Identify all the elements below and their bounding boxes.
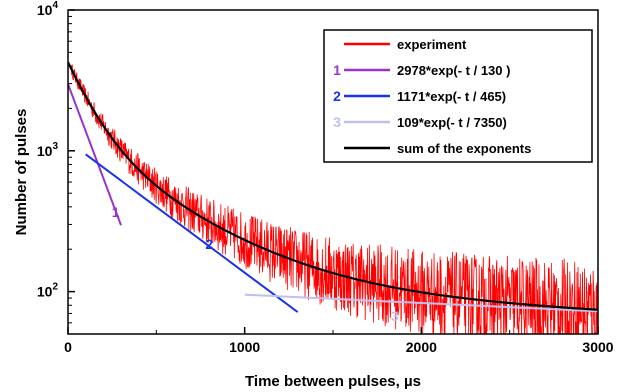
y-tick-label: 102 — [37, 282, 59, 300]
y-tick-label: 103 — [37, 141, 59, 159]
series-component-1 — [68, 83, 122, 226]
legend-number: 1 — [333, 62, 341, 78]
x-axis-title: Time between pulses, µs — [245, 373, 421, 390]
legend-label: 109*exp(- t / 7350) — [397, 115, 507, 130]
tick-labels: 0 1000 2000 3000 102 103 104 — [37, 0, 614, 355]
curve-label-2: 2 — [205, 236, 213, 252]
legend-label: sum of the exponents — [397, 141, 531, 156]
x-tick-label: 0 — [64, 339, 72, 355]
x-tick-label: 1000 — [229, 339, 260, 355]
x-tick-label: 3000 — [582, 339, 613, 355]
curve-label-3: 3 — [391, 308, 399, 324]
legend: experiment 1 2978*exp(- t / 130 ) 2 1171*exp… — [323, 29, 593, 163]
y-axis-title: Number of pulses — [13, 109, 30, 236]
legend-number: 2 — [333, 88, 341, 104]
curve-annotations: 1 2 3 — [112, 204, 399, 324]
legend-label: 2978*exp(- t / 130 ) — [397, 63, 510, 78]
legend-label: experiment — [397, 37, 467, 52]
y-tick-label: 104 — [37, 0, 59, 18]
series-component-3 — [244, 293, 598, 313]
plot-frame — [67, 9, 599, 335]
x-tick-label: 2000 — [406, 339, 437, 355]
legend-number: 3 — [333, 114, 341, 130]
legend-label: 1171*exp(- t / 465) — [397, 89, 506, 104]
series-group — [68, 61, 598, 334]
curve-label-1: 1 — [112, 204, 120, 220]
series-sum-of-exponents — [68, 61, 598, 311]
series-experiment — [71, 64, 598, 334]
series-component-2 — [85, 153, 299, 313]
